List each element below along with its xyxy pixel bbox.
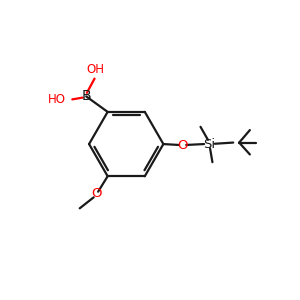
Text: O: O <box>91 187 102 200</box>
Text: Si: Si <box>203 138 215 151</box>
Text: HO: HO <box>47 93 65 106</box>
Text: O: O <box>177 139 188 152</box>
Text: B: B <box>81 89 91 103</box>
Text: OH: OH <box>87 63 105 76</box>
